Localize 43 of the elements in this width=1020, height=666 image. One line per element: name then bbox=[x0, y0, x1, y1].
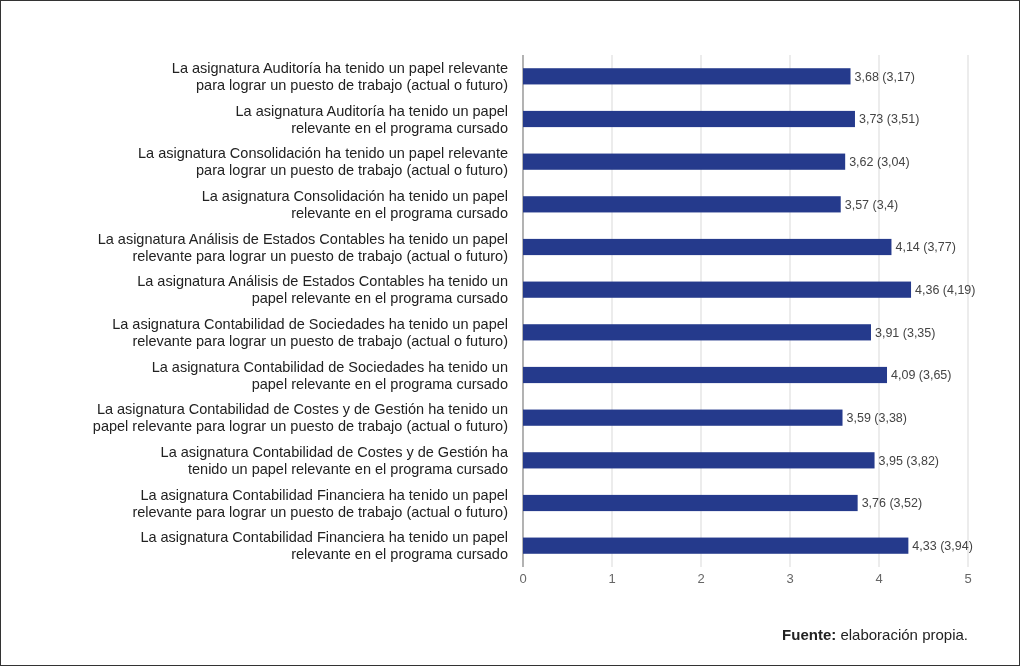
data-label: 4,33 (3,94) bbox=[912, 539, 973, 554]
x-tick-label: 0 bbox=[519, 571, 527, 586]
x-tick-label: 1 bbox=[608, 571, 616, 586]
x-tick-label: 4 bbox=[875, 571, 883, 586]
y-tick-label: La asignatura Contabilidad de Costes y de Gestión ha tenido un papel relevante para lograr un puesto de trabajo (actual o futuro) bbox=[92, 401, 508, 435]
data-label: 3,76 (3,52) bbox=[861, 496, 923, 511]
y-tick-label: La asignatura Consolidación ha tenido un papel relevante en el programa cursado bbox=[201, 187, 508, 221]
y-tick-label: La asignatura Contabilidad Financiera ha tenido un papel relevante para lograr un puesto de trabajo (actual o futuro) bbox=[132, 486, 508, 520]
bar bbox=[523, 196, 841, 213]
data-label: 4,09 (3,65) bbox=[891, 368, 952, 383]
data-label: 3,62 (3,04) bbox=[849, 155, 910, 170]
y-tick-label: La asignatura Consolidación ha tenido un papel relevante para lograr un puesto de trabajo (actual o futuro) bbox=[137, 145, 508, 179]
bar bbox=[523, 366, 888, 384]
y-tick-label: La asignatura Auditoría ha tenido un papel relevante para lograr un puesto de trabajo (actual o futuro) bbox=[171, 59, 508, 93]
bar bbox=[523, 68, 851, 85]
bar bbox=[523, 409, 843, 426]
y-tick-label: La asignatura Auditoría ha tenido un papel relevante en el programa cursado bbox=[235, 102, 508, 136]
bar bbox=[523, 153, 846, 170]
bar bbox=[523, 110, 855, 128]
data-label: 3,57 (3,4) bbox=[844, 197, 899, 212]
y-tick-label: La asignatura Contabilidad de Sociedades ha tenido un papel relevante para lograr un puesto de trabajo (actual o futuro) bbox=[112, 315, 508, 349]
y-tick-label: La asignatura Contabilidad Financiera ha tenido un papel relevante en el programa cursado bbox=[140, 529, 508, 563]
bar bbox=[523, 494, 858, 512]
y-tick-label: La asignatura Contabilidad de Costes y de Gestión ha tenido un papel relevante en el programa cursado bbox=[160, 443, 509, 477]
source-note: Fuente: elaboración propia. bbox=[782, 626, 968, 643]
bar bbox=[523, 324, 871, 341]
bar bbox=[523, 281, 912, 298]
data-label: 4,36 (4,19) bbox=[915, 283, 976, 298]
data-label: 4,14 (3,77) bbox=[895, 240, 956, 255]
y-tick-label: La asignatura Análisis de Estados Contables ha tenido un papel relevante para lograr un puesto de trabajo (actual o futuro) bbox=[97, 230, 508, 264]
data-label: 3,68 (3,17) bbox=[854, 69, 915, 84]
data-label: 3,59 (3,38) bbox=[846, 411, 907, 426]
y-tick-label: La asignatura Análisis de Estados Contables ha tenido un papel relevante en el programa cursado bbox=[137, 273, 508, 307]
data-label: 3,73 (3,51) bbox=[858, 112, 920, 127]
bar bbox=[523, 537, 909, 554]
data-label: 3,95 (3,82) bbox=[878, 453, 940, 468]
x-tick-label: 3 bbox=[786, 571, 794, 586]
x-tick-label: 2 bbox=[697, 571, 705, 586]
data-label: 3,91 (3,35) bbox=[874, 325, 936, 340]
bar bbox=[523, 452, 875, 469]
y-tick-label: La asignatura Contabilidad de Sociedades ha tenido un papel relevante en el programa cursado bbox=[151, 358, 508, 392]
bar bbox=[523, 238, 892, 256]
x-tick-label: 5 bbox=[964, 571, 972, 586]
